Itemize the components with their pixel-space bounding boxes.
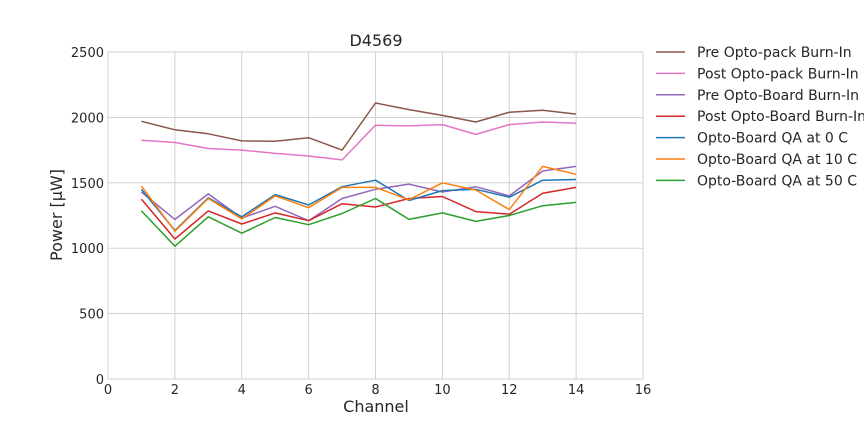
series-line: [141, 121, 577, 161]
x-tick-label: 16: [635, 383, 652, 398]
legend: Pre Opto-pack Burn-In Post Opto-pack Burn…: [656, 45, 864, 189]
x-tick-label: 14: [568, 383, 585, 398]
y-tick-label: 1000: [71, 242, 104, 257]
x-tick-label: 2: [171, 383, 179, 398]
y-tick-label: 1500: [71, 177, 104, 192]
legend-label: Opto-Board QA at 0 C: [697, 131, 848, 147]
legend-label: Post Opto-Board Burn-In: [697, 109, 864, 125]
y-tick-label: 0: [96, 373, 104, 388]
grid: [107, 51, 644, 380]
x-tick-label: 4: [238, 383, 246, 398]
y-tick-label: 2500: [71, 46, 104, 61]
x-tick-label: 0: [104, 383, 112, 398]
legend-label: Opto-Board QA at 50 C: [697, 173, 857, 189]
legend-label: Post Opto-pack Burn-In: [697, 66, 859, 82]
x-axis-label: Channel: [343, 397, 409, 416]
series-line: [140, 165, 577, 222]
x-tick-label: 10: [434, 383, 451, 398]
series-line: [140, 197, 577, 247]
axis-ticks: 0 2 4 6 8 10 12 14 16 0 500 1000 1500 2000 2500: [71, 46, 651, 398]
series-line: [140, 178, 577, 232]
series-line: [141, 102, 577, 151]
x-tick-label: 8: [371, 383, 379, 398]
series-line: [140, 165, 577, 232]
series-lines: [140, 102, 577, 247]
legend-label: Pre Opto-pack Burn-In: [697, 45, 852, 61]
x-tick-label: 12: [501, 383, 518, 398]
y-tick-label: 2000: [71, 111, 104, 126]
legend-label: Pre Opto-Board Burn-In: [697, 88, 859, 104]
y-tick-label: 500: [79, 308, 104, 323]
chart-title: D4569: [349, 31, 402, 50]
y-axis-label: Power [μW]: [47, 169, 66, 261]
x-tick-label: 6: [304, 383, 312, 398]
legend-label: Opto-Board QA at 10 C: [697, 152, 857, 168]
